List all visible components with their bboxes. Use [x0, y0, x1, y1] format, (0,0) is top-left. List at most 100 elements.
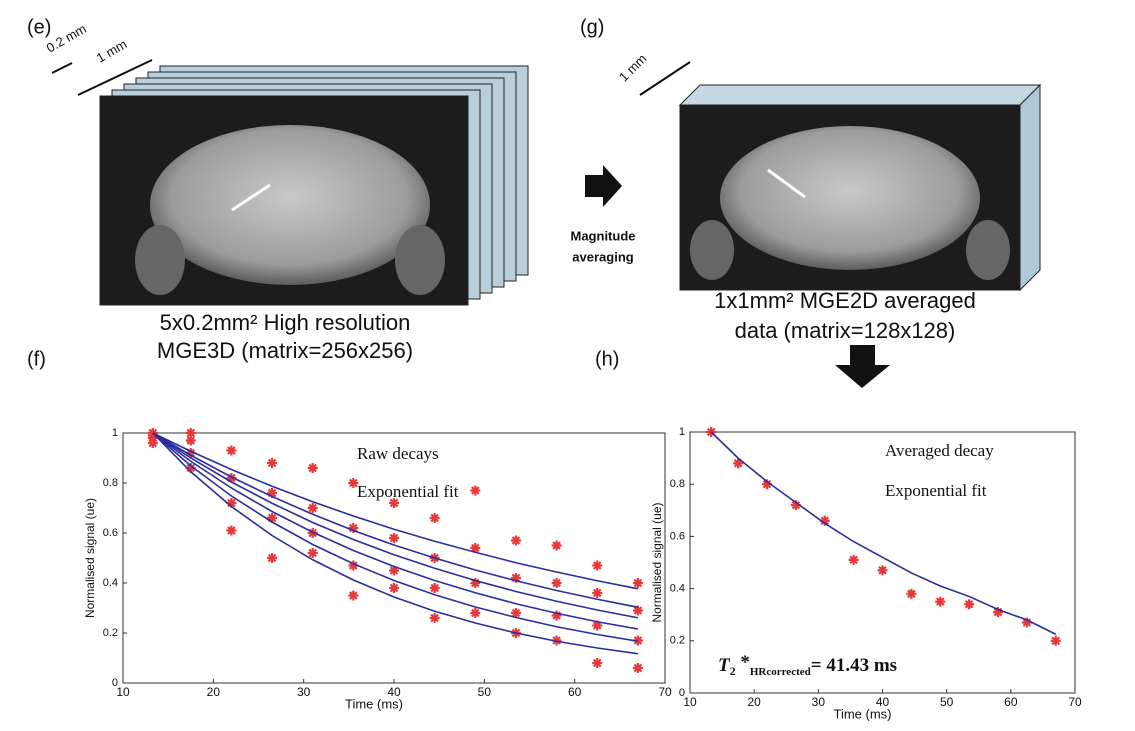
legend-entry: Averaged decay: [885, 441, 994, 460]
data-point: [551, 578, 562, 588]
data-point: [964, 599, 975, 610]
data-point: [470, 485, 481, 496]
fit-line: [152, 432, 639, 590]
panel-label: (e): [27, 16, 51, 38]
data-point: [510, 573, 521, 583]
data-point: [592, 588, 603, 598]
data-point: [848, 554, 859, 565]
y-tick-label: 0.2: [103, 627, 118, 639]
x-tick-label: 10: [683, 695, 697, 709]
fit-line: [152, 432, 639, 609]
data-point: [226, 445, 237, 456]
x-tick-label: 70: [658, 685, 672, 699]
data-point: [389, 533, 399, 543]
data-point: [592, 560, 603, 571]
y-tick-label: 1: [679, 426, 685, 438]
x-tick-label: 70: [1068, 695, 1082, 709]
data-point: [185, 463, 196, 473]
data-point: [429, 513, 440, 523]
x-tick-label: 60: [568, 685, 582, 699]
y-tick-label: 0.4: [670, 583, 685, 595]
data-point: [147, 438, 158, 448]
data-point: [185, 435, 196, 446]
arrow-label: Magnitude: [571, 228, 636, 243]
panel-label: (h): [595, 348, 619, 370]
data-point: [762, 479, 772, 490]
y-axis-label: Normalised signal (ue): [650, 502, 664, 622]
annotation-part: 2: [730, 664, 736, 678]
data-point: [267, 513, 278, 523]
data-point: [470, 543, 481, 553]
x-tick-label: 60: [1004, 695, 1018, 709]
data-point: [632, 605, 643, 616]
fit-line: [152, 432, 639, 630]
annotation: T2 *HRcorrected= 41.43 ms: [718, 652, 897, 677]
fit-line: [152, 432, 639, 655]
annotation-part: HRcorrected: [750, 666, 811, 678]
data-point: [389, 498, 399, 508]
data-point: [226, 498, 237, 508]
legend-entry: Exponential fit: [357, 482, 459, 501]
data-point: [906, 588, 917, 599]
panel-label: (g): [580, 16, 604, 38]
fit-line: [152, 432, 639, 619]
data-point: [592, 620, 603, 631]
data-point: [185, 448, 196, 458]
fit-line: [152, 432, 639, 643]
data-point: [993, 607, 1003, 618]
data-point: [348, 523, 359, 533]
annotation-part: *: [736, 652, 750, 673]
annotation-part: T: [718, 655, 731, 676]
x-tick-label: 30: [812, 695, 826, 709]
y-tick-label: 0.4: [103, 577, 118, 589]
x-tick-label: 40: [387, 685, 401, 699]
caption: data (matrix=128x128): [735, 318, 956, 343]
legend-entry: Exponential fit: [885, 481, 987, 500]
fit-line: [710, 431, 1057, 635]
data-point: [307, 463, 318, 473]
data-point: [389, 565, 399, 576]
data-point: [348, 590, 359, 601]
process-arrow: [835, 345, 890, 388]
data-point: [226, 525, 237, 536]
data-point: [348, 560, 359, 571]
data-point: [632, 663, 643, 673]
data-point: [1021, 617, 1032, 628]
data-point: [470, 608, 481, 618]
x-tick-label: 10: [116, 685, 130, 699]
caption: 1x1mm² MGE2D averaged: [714, 288, 976, 313]
process-arrow: [585, 165, 622, 207]
data-point: [877, 565, 888, 576]
data-point: [389, 583, 399, 593]
averaged-volume: [639, 61, 1042, 292]
data-point: [510, 535, 521, 546]
data-point: [429, 583, 440, 593]
y-tick-label: 0.6: [103, 527, 118, 539]
caption: 5x0.2mm² High resolution: [160, 310, 411, 335]
data-point: [267, 488, 278, 498]
data-point: [790, 500, 801, 511]
data-point: [307, 503, 318, 513]
x-tick-label: 50: [940, 695, 954, 709]
data-point: [510, 608, 521, 618]
x-tick-label: 20: [747, 695, 761, 709]
x-axis-label: Time (ms): [345, 696, 403, 711]
data-point: [733, 458, 744, 469]
data-point: [551, 610, 562, 621]
data-point: [226, 473, 237, 483]
data-point: [267, 553, 278, 563]
data-point: [348, 478, 359, 488]
y-tick-label: 0.8: [103, 477, 118, 489]
data-point: [147, 430, 158, 441]
slice-stack: [51, 59, 529, 306]
data-point: [267, 458, 278, 468]
data-point: [632, 578, 643, 588]
data-point: [551, 540, 562, 551]
data-point: [819, 515, 830, 526]
x-tick-label: 40: [876, 695, 890, 709]
arrow-label: averaging: [572, 249, 633, 264]
data-point: [592, 658, 603, 668]
x-axis-label: Time (ms): [833, 706, 891, 721]
